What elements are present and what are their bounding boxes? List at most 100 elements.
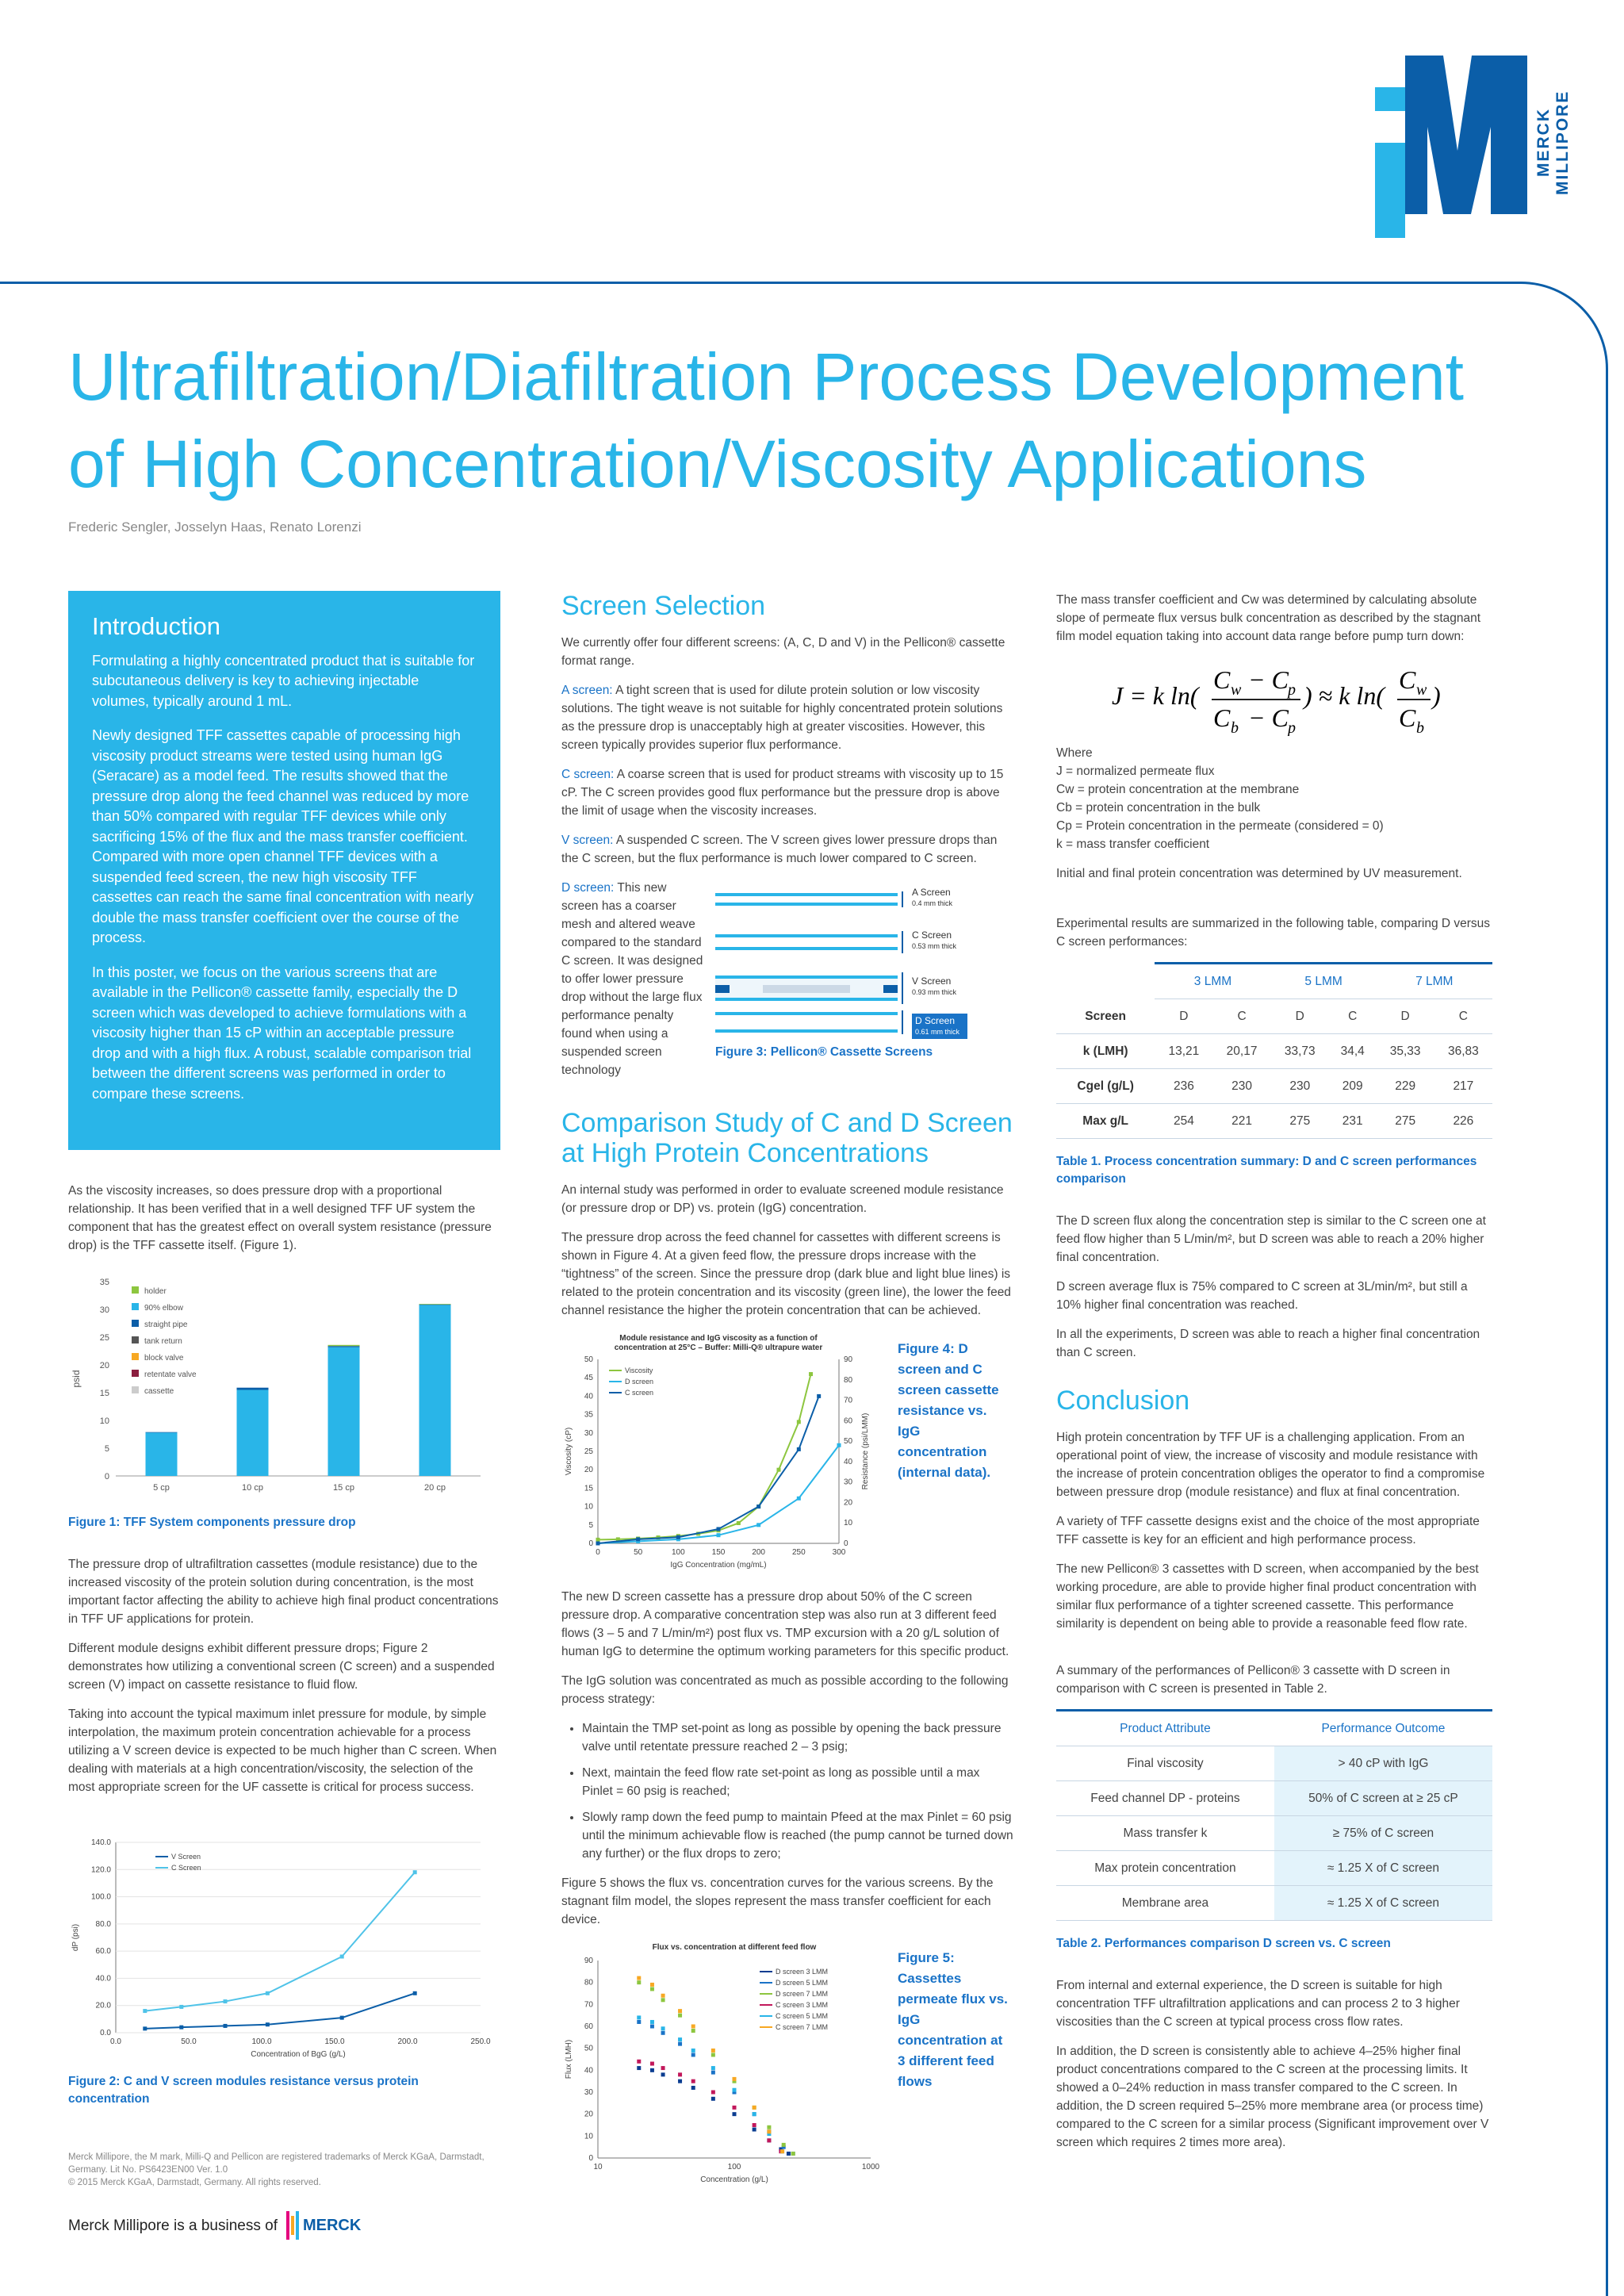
data-point xyxy=(710,2066,715,2071)
data-point xyxy=(716,1527,721,1531)
data-point xyxy=(767,2125,772,2129)
data-point xyxy=(796,1496,801,1501)
x-tick-label: 250 xyxy=(792,1548,806,1557)
y-tick-label: 5 xyxy=(588,1521,593,1530)
y-tick-label: 60 xyxy=(584,2022,594,2031)
col2-p2: An internal study was performed in order… xyxy=(561,1183,1004,1215)
legend-swatch xyxy=(132,1286,139,1294)
data-point xyxy=(339,1954,344,1959)
merck-millipore-logo xyxy=(1372,56,1530,238)
legend-label: cassette xyxy=(144,1387,174,1396)
c-screen-text: C screen: A coarse screen that is used f… xyxy=(561,765,1013,820)
table-header: 5 LMM xyxy=(1270,962,1377,999)
table-cell: C xyxy=(1328,999,1377,1034)
col1-p3: Different module designs exhibit differe… xyxy=(68,1642,495,1692)
table-cell: 226 xyxy=(1434,1103,1492,1139)
svg-text:C: C xyxy=(1399,703,1416,732)
intro-heading: Introduction xyxy=(92,612,220,640)
x-tick-label: 100.0 xyxy=(251,2037,271,2046)
v-screen-desc: A suspended C screen. The V screen gives… xyxy=(561,834,998,865)
svg-text:J = k ln(: J = k ln( xyxy=(1112,681,1201,710)
figure-5: 10 100 1000 0 10 20 30 40 50 60 70 80 90 Flux vs. con… xyxy=(561,1940,1013,2186)
data-point xyxy=(596,1541,600,1546)
screen-thickness: 0.61 mm thick xyxy=(915,1028,960,1036)
col2-p1: We currently offer four different screen… xyxy=(561,636,1005,668)
table-header: Performance Outcome xyxy=(1274,1709,1492,1746)
screen-name: C Screen xyxy=(912,930,952,941)
data-point xyxy=(781,2145,786,2149)
data-point xyxy=(637,1976,642,1980)
y-right-tick-label: 20 xyxy=(844,1498,853,1507)
table-cell: Final viscosity xyxy=(1056,1746,1274,1781)
col3-p12: In addition, the D screen is consistentl… xyxy=(1056,2045,1489,2149)
data-point xyxy=(710,2048,715,2053)
table-cell: 229 xyxy=(1376,1068,1434,1104)
logo-wordmark: MERCK MILLIPORE xyxy=(1534,90,1572,196)
table-2: Product Attribute Performance Outcome Fi… xyxy=(1056,1709,1492,1921)
data-point xyxy=(756,1523,761,1527)
svg-text:C: C xyxy=(1399,665,1416,694)
legend-label: C screen 3 LMM xyxy=(776,2001,828,2009)
legend-label: V Screen xyxy=(171,1853,201,1861)
a-screen-text: A screen: A tight screen that is used fo… xyxy=(561,681,1013,754)
legend-label: block valve xyxy=(144,1354,184,1363)
y-tick-label: 80 xyxy=(584,1979,594,1987)
legend-label: retentate valve xyxy=(144,1370,197,1379)
table-cell: Screen xyxy=(1056,999,1155,1034)
legend-label: C screen xyxy=(625,1389,653,1397)
page-title: Ultrafiltration/Diafiltration Process De… xyxy=(68,339,1465,501)
data-point xyxy=(752,2112,756,2117)
col3-p11: From internal and external experience, t… xyxy=(1056,1979,1460,2029)
data-point xyxy=(779,2147,783,2152)
data-point xyxy=(661,2026,665,2031)
svg-text:− C: − C xyxy=(1248,703,1289,732)
y-right-tick-label: 70 xyxy=(844,1397,853,1405)
list-item: Slowly ramp down the feed pump to mainta… xyxy=(582,1808,1013,1863)
table-cell: C xyxy=(1434,999,1492,1034)
bar-cassette xyxy=(327,1347,360,1476)
svg-text:C: C xyxy=(1213,703,1231,732)
table-cell: Max protein concentration xyxy=(1056,1850,1274,1886)
bar-cassette xyxy=(236,1389,269,1476)
y-tick-label: 60.0 xyxy=(96,1947,112,1956)
screen-selection-heading: Screen Selection xyxy=(561,591,766,621)
figure-4: 0 50 100 150 200 250 300 0 5 10 15 20 25 30 35 40 45 50 0 1… xyxy=(561,1331,1013,1577)
where-label: Where xyxy=(1056,746,1093,760)
x-tick-label: 20 cp xyxy=(424,1483,446,1493)
svg-text:w: w xyxy=(1416,681,1427,699)
legend-label: 90% elbow xyxy=(144,1304,184,1313)
x-axis-label: Concentration (g/L) xyxy=(700,2175,768,2184)
x-tick-label: 0.0 xyxy=(110,2037,121,2046)
col3-p9: The new Pellicon® 3 cassettes with D scr… xyxy=(1056,1562,1479,1631)
table-header: Product Attribute xyxy=(1056,1709,1274,1746)
bar-holder xyxy=(419,1304,451,1305)
poster-frame xyxy=(0,282,1608,2296)
table-row: Final viscosity > 40 cP with IgG xyxy=(1056,1746,1492,1781)
y-tick-label: 0 xyxy=(588,1539,593,1548)
chart-title: Flux vs. concentration at different feed… xyxy=(653,1943,817,1952)
x-tick-label: 200 xyxy=(752,1548,765,1557)
col3-p10: A summary of the performances of Pellico… xyxy=(1056,1664,1450,1696)
x-tick-label: 1000 xyxy=(862,2163,880,2171)
col3-p4: The D screen flux along the concentratio… xyxy=(1056,1214,1486,1264)
legend-label: Viscosity xyxy=(625,1366,653,1374)
svg-text:w: w xyxy=(1231,681,1242,699)
series-line-V-Screen xyxy=(144,1992,416,2030)
data-point xyxy=(710,2096,715,2101)
series-line-C-Screen xyxy=(144,1872,416,2012)
y-tick-label: 35 xyxy=(100,1278,109,1287)
data-point xyxy=(756,1504,761,1509)
svg-text:p: p xyxy=(1286,719,1296,736)
data-point xyxy=(732,2079,737,2083)
data-point xyxy=(809,1372,814,1377)
data-point xyxy=(678,2079,683,2083)
y-tick-label: 0 xyxy=(105,1472,109,1481)
x-tick-label: 300 xyxy=(833,1548,846,1557)
legend-swatch xyxy=(132,1336,139,1343)
data-point xyxy=(649,2024,654,2029)
screen-name: V Screen xyxy=(912,976,952,987)
col3-p8: A variety of TFF cassette designs exist … xyxy=(1056,1515,1480,1547)
data-point xyxy=(752,2105,756,2110)
x-axis-label: Concentration of BgG (g/L) xyxy=(251,2050,346,2059)
